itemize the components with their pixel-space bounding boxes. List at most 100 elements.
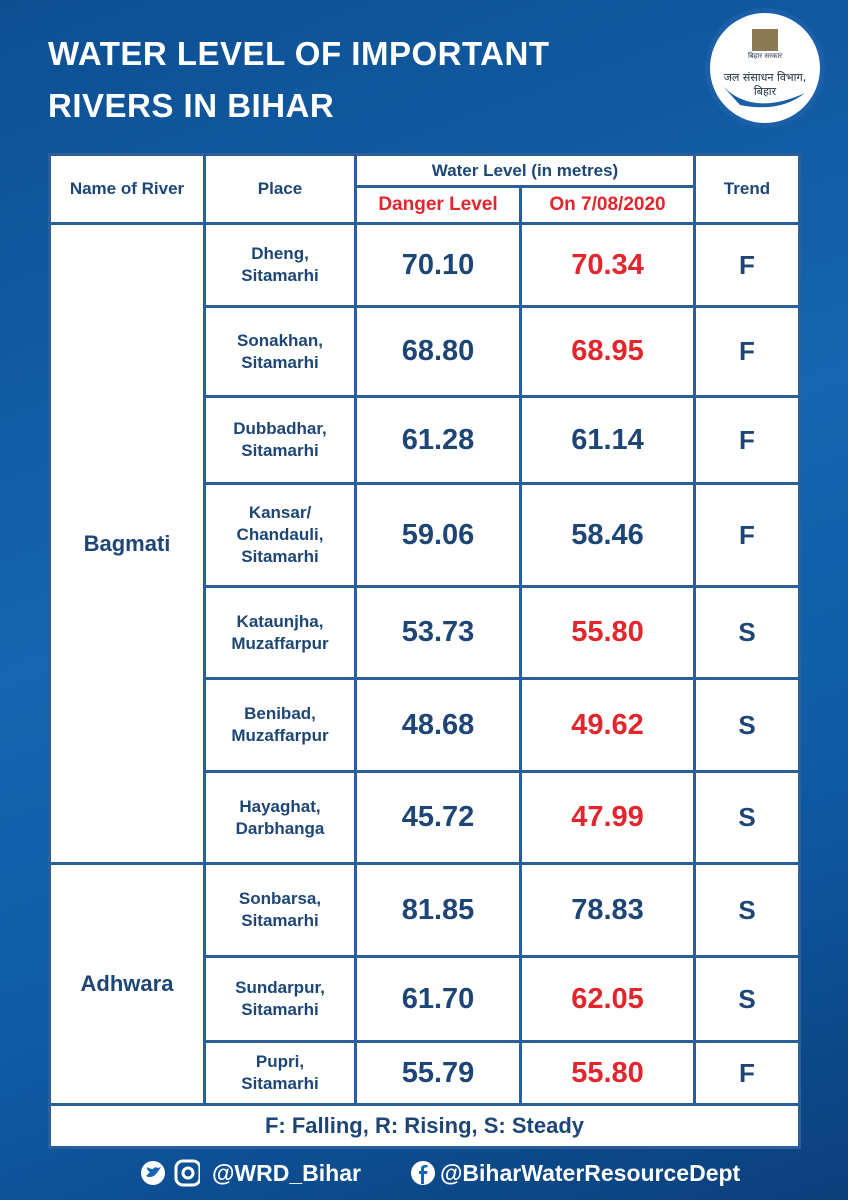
danger-cell: 59.06 (354, 482, 522, 588)
place-line: Muzaffarpur (231, 726, 329, 745)
current-cell: 49.62 (519, 677, 696, 773)
logo-swirl (720, 83, 805, 108)
river-cell: Adhwara (48, 862, 206, 1106)
place-line: Sitamarhi (241, 352, 319, 372)
table: Name of River Place Water Level (in metres… (48, 153, 801, 1149)
place-line: Chandauli, (236, 525, 324, 544)
twitter-bird (146, 1167, 161, 1178)
danger-cell: 68.80 (354, 305, 522, 398)
place-cell: Kataunjha, Muzaffarpur (203, 585, 357, 680)
danger-cell: 48.68 (354, 677, 522, 773)
place-line: Muzaffarpur (231, 633, 329, 653)
place-line: Darbhanga (235, 818, 325, 838)
header-cell: On 7/08/2020 (519, 185, 696, 225)
trend-cell: S (693, 585, 801, 680)
social-icons (141, 1159, 200, 1187)
header-cell: Trend (693, 153, 801, 225)
data-row: Kataunjha, Muzaffarpur 53.73 55.80 S (50, 585, 801, 680)
title: WATER LEVEL OF IMPORTANT RIVERS IN BIHAR (48, 28, 550, 132)
place-line: Dubbadhar, (233, 419, 327, 438)
data-row: Pupri, Sitamarhi 55.79 55.80 F (50, 1040, 801, 1106)
facebook-icon (411, 1161, 435, 1185)
data-row: Bagmati Dheng, Sitamarhi 70.10 70.34 F (48, 222, 801, 865)
place-cell: Sundarpur, Sitamarhi (203, 955, 357, 1043)
trend-cell: S (693, 862, 801, 958)
data-row: Adhwara Sonbarsa, Sitamarhi 81.85 78.83 S (48, 862, 801, 1106)
header-cell: Place (203, 153, 357, 225)
trend-cell: S (693, 955, 801, 1043)
danger-cell: 53.73 (354, 585, 522, 680)
danger-cell: 45.72 (354, 770, 522, 865)
table-wrap: Name of River Place Water Level (in metres… (48, 153, 801, 1149)
current-cell: 61.14 (519, 395, 696, 485)
logo: बिहार सरकार जल संसाधन विभाग, बिहार (705, 8, 825, 128)
twitter-handle: @WRD_Bihar (212, 1160, 361, 1186)
data-row: Sonakhan, Sitamarhi 68.80 68.95 F (50, 305, 801, 398)
data-row: Benibad, Muzaffarpur 48.68 49.62 S (50, 677, 801, 773)
legend-row: F: Falling, R: Rising, S: Steady (48, 1103, 801, 1149)
header-cell: Name of River (48, 153, 206, 225)
facebook-f (419, 1165, 428, 1184)
table-body: Name of River Place Water Level (in metres… (48, 153, 801, 1149)
place-line: Hayaghat, (239, 796, 321, 816)
logo-line: जल संसाधन विभाग, (723, 71, 807, 84)
place-cell: Dubbadhar, Sitamarhi (203, 395, 357, 485)
place-cell: Kansar/Chandauli, Sitamarhi (203, 482, 357, 588)
facebook-handle: @BiharWaterResourceDept (440, 1160, 741, 1186)
trend-cell: F (693, 395, 801, 485)
place-line: Sitamarhi (241, 547, 319, 566)
danger-cell: 61.70 (354, 955, 522, 1043)
logo-emblem (752, 29, 778, 51)
logo-art (720, 29, 805, 108)
danger-cell: 81.85 (354, 862, 522, 958)
header-cell: Danger Level (354, 185, 522, 225)
data-row: Dubbadhar, Sitamarhi 61.28 61.14 F (50, 395, 801, 485)
current-cell: 62.05 (519, 955, 696, 1043)
place-line: Pupri, (255, 1052, 305, 1071)
place-cell: Sonakhan, Sitamarhi (203, 305, 357, 398)
data-row: Kansar/Chandauli, Sitamarhi 59.06 58.46 F (50, 482, 801, 588)
place-cell: Pupri, Sitamarhi (203, 1040, 357, 1106)
place-line: Dheng, (251, 244, 309, 263)
current-cell: 55.80 (519, 585, 696, 680)
trend-cell: F (693, 482, 801, 588)
legend-cell: F: Falling, R: Rising, S: Steady (48, 1103, 801, 1149)
current-cell: 55.80 (519, 1040, 696, 1106)
place-line: Sitamarhi (241, 911, 319, 930)
river-cell: Bagmati (48, 222, 206, 865)
logo-dept: जल संसाधन विभाग, बिहार (710, 71, 820, 99)
footer: @WRD_Bihar @BiharWaterResourceDept (0, 1158, 848, 1188)
place-cell: Dheng, Sitamarhi (203, 222, 357, 308)
data-row: Sundarpur, Sitamarhi 61.70 62.05 S (50, 955, 801, 1043)
place-line: Kansar/ (248, 503, 312, 522)
place-line: Sitamarhi (241, 1074, 319, 1093)
place-line: Sitamarhi (241, 266, 319, 285)
trend-cell: F (693, 1040, 801, 1106)
instagram-lens (181, 1166, 195, 1180)
danger-cell: 55.79 (354, 1040, 522, 1106)
logo-text: बिहार सरकार (747, 52, 783, 60)
current-cell: 70.34 (519, 222, 696, 308)
place-line: Sonbarsa, (238, 889, 322, 908)
logo-line: बिहार (753, 85, 777, 98)
trend-cell: S (693, 677, 801, 773)
trend-cell: S (693, 770, 801, 865)
place-cell: Hayaghat, Darbhanga (203, 770, 357, 865)
trend-cell: F (693, 222, 801, 308)
danger-cell: 70.10 (354, 222, 522, 308)
data-row: Hayaghat, Darbhanga 45.72 47.99 S (50, 770, 801, 865)
trend-cell: F (693, 305, 801, 398)
place-line: Sundarpur, (235, 978, 325, 997)
danger-cell: 61.28 (354, 395, 522, 485)
place-cell: Sonbarsa, Sitamarhi (203, 862, 357, 958)
header-cell: Water Level (in metres) (354, 153, 696, 188)
place-line: Sonakhan, (237, 330, 323, 350)
place-line: Sitamarhi (241, 441, 319, 460)
header-row: Danger Level On 7/08/2020 (50, 185, 800, 225)
instagram-icon (174, 1159, 200, 1187)
current-cell: 78.83 (519, 862, 696, 958)
place-line: Kataunjha, (236, 611, 324, 631)
place-cell: Benibad, Muzaffarpur (203, 677, 357, 773)
current-cell: 68.95 (519, 305, 696, 398)
